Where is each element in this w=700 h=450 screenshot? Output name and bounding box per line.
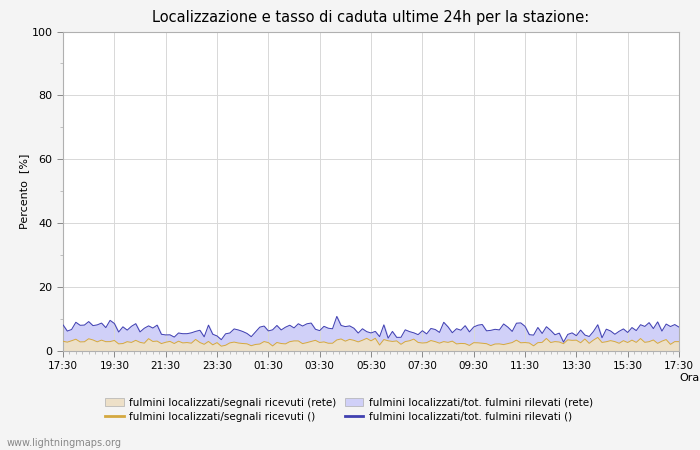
Title: Localizzazione e tasso di caduta ultime 24h per la stazione:: Localizzazione e tasso di caduta ultime … (153, 10, 589, 25)
Legend: fulmini localizzati/segnali ricevuti (rete), fulmini localizzati/segnali ricevut: fulmini localizzati/segnali ricevuti (re… (105, 398, 593, 422)
Text: Orario: Orario (679, 374, 700, 383)
Y-axis label: Percento  [%]: Percento [%] (19, 153, 29, 229)
Text: www.lightningmaps.org: www.lightningmaps.org (7, 438, 122, 448)
